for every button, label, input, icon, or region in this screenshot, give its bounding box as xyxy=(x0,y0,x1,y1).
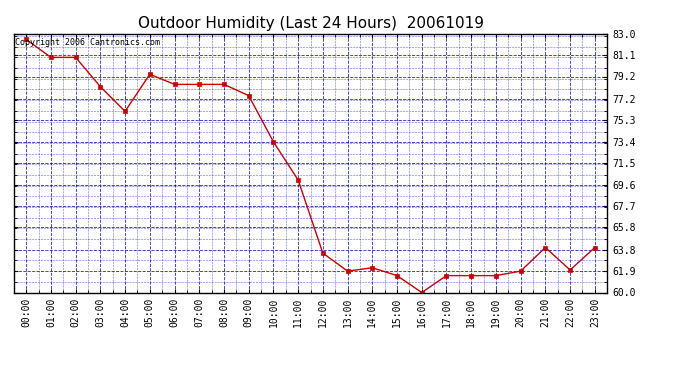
Text: Copyright 2006 Cantronics.com: Copyright 2006 Cantronics.com xyxy=(15,38,160,46)
Title: Outdoor Humidity (Last 24 Hours)  20061019: Outdoor Humidity (Last 24 Hours) 2006101… xyxy=(137,16,484,31)
